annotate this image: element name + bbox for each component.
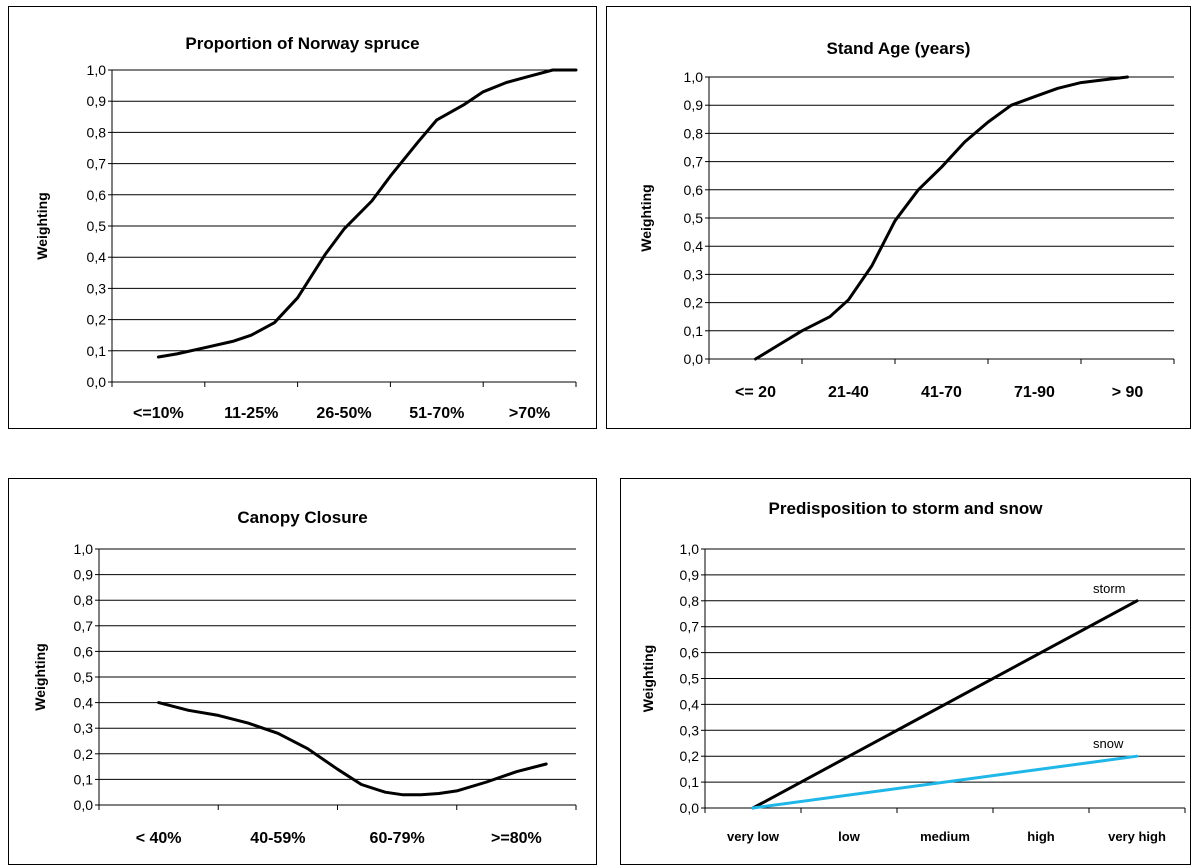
chart-panel-canopy-closure: Canopy Closure 0,0 0,1 0,2 0,3 0,4 0,5 0,6 0,7 0,… [8, 478, 597, 865]
chart-panel-stand-age: Stand Age (years) 0,0 0,1 0,2 0,3 0,4 0,5 0,6 0,… [606, 6, 1191, 429]
y-tick-label: 0,9 [74, 567, 94, 583]
y-tick-label: 0,4 [680, 696, 700, 712]
x-tick-label-71-90: 71-90 [1014, 384, 1055, 401]
y-tick-label: 0,1 [680, 774, 700, 790]
x-tick-label-high: high [1027, 829, 1054, 844]
y-tick-label: 0,8 [74, 592, 94, 608]
chart-panel-norway-spruce: Proportion of Norway spruce 0,0 0,1 0,2 0,3 0… [8, 6, 597, 429]
x-tick-label-very-low: very low [727, 829, 780, 844]
y-tick-label: 0,3 [684, 266, 704, 282]
y-tick-label: 0,9 [87, 93, 107, 109]
y-tick-label: 0,1 [74, 771, 94, 787]
x-tick-label-26-50: 26-50% [316, 405, 371, 422]
x-tick-label-51-70: 51-70% [409, 405, 464, 422]
y-tick-label: 0,7 [684, 154, 704, 170]
y-tick-label: 0,5 [684, 210, 704, 226]
chart-svg: Canopy Closure 0,0 0,1 0,2 0,3 0,4 0,5 0,6 0,7 0,… [32, 508, 577, 847]
chart-title: Canopy Closure [237, 508, 367, 527]
x-tick-label-20: <= 20 [735, 384, 776, 401]
chart-title: Proportion of Norway spruce [185, 34, 419, 53]
y-tick-label: 0,7 [87, 156, 107, 172]
chart-svg: Stand Age (years) 0,0 0,1 0,2 0,3 0,4 0,5 0,6 0,… [638, 39, 1175, 401]
x-tick-label-very-high: very high [1108, 829, 1166, 844]
chart-svg: Proportion of Norway spruce 0,0 0,1 0,2 0,3 0… [34, 34, 578, 422]
y-axis-title: Weighting [638, 184, 654, 251]
series-line [754, 75, 1129, 361]
y-tick-label: 0,7 [74, 618, 94, 634]
y-tick-label: 0,0 [680, 800, 700, 816]
y-tick-label: 1,0 [684, 69, 704, 85]
y-tick-label: 0,6 [87, 187, 107, 203]
x-tick-label-low: low [838, 829, 861, 844]
y-tick-label: 0,2 [680, 748, 700, 764]
y-tick-label: 0,6 [684, 182, 704, 198]
x-tick-label-60-79: 60-79% [370, 830, 425, 847]
series-line-storm [751, 599, 1139, 810]
y-tick-label: 0,4 [87, 249, 107, 265]
y-tick-label: 0,5 [680, 671, 700, 687]
chart-title: Stand Age (years) [827, 39, 971, 58]
series-line-snow [751, 754, 1139, 810]
y-tick-label: 1,0 [680, 541, 700, 557]
y-tick-label: 0,0 [74, 797, 94, 813]
y-tick-label: 0,8 [87, 124, 107, 140]
y-tick-label: 0,0 [87, 374, 107, 390]
y-tick-label: 0,5 [74, 669, 94, 685]
chart-panel-storm-snow: Predisposition to storm and snow 0,0 0,1 0,… [620, 478, 1191, 865]
y-tick-label: 0,1 [684, 323, 704, 339]
y-tick-label: 0,0 [684, 351, 704, 367]
y-tick-label: 0,2 [87, 312, 107, 328]
chart-title: Predisposition to storm and snow [769, 499, 1044, 518]
y-axis-title: Weighting [640, 645, 656, 712]
y-tick-label: 0,7 [680, 619, 700, 635]
series-line [157, 701, 548, 797]
y-tick-label: 1,0 [87, 62, 107, 78]
y-tick-label: 0,3 [74, 720, 94, 736]
y-tick-label: 0,8 [680, 593, 700, 609]
y-axis-title: Weighting [34, 192, 50, 259]
x-tick-label-40-59: 40-59% [250, 830, 305, 847]
y-tick-label: 0,6 [74, 643, 94, 659]
x-tick-label-21-40: 21-40 [828, 384, 869, 401]
chart-svg: Predisposition to storm and snow 0,0 0,1 0,… [640, 499, 1186, 844]
y-tick-label: 0,9 [680, 567, 700, 583]
x-tick-label-41-70: 41-70 [921, 384, 962, 401]
y-axis-title: Weighting [32, 643, 48, 710]
x-tick-label-40: < 40% [136, 830, 182, 847]
y-tick-label: 0,2 [74, 746, 94, 762]
y-tick-label: 0,3 [680, 722, 700, 738]
y-tick-label: 0,5 [87, 218, 107, 234]
x-tick-label-90: > 90 [1112, 384, 1144, 401]
series-label-storm: storm [1093, 581, 1126, 596]
x-tick-label-medium: medium [920, 829, 970, 844]
x-tick-label-80: >=80% [491, 830, 542, 847]
y-tick-label: 0,9 [684, 97, 704, 113]
y-tick-label: 0,6 [680, 645, 700, 661]
series-line [156, 68, 578, 359]
y-tick-label: 0,4 [74, 695, 94, 711]
series-label-snow: snow [1093, 736, 1124, 751]
y-tick-label: 0,2 [684, 295, 704, 311]
y-tick-label: 0,1 [87, 343, 107, 359]
y-tick-label: 0,4 [684, 238, 704, 254]
y-tick-label: 0,8 [684, 125, 704, 141]
y-tick-label: 0,3 [87, 280, 107, 296]
y-tick-label: 1,0 [74, 541, 94, 557]
x-tick-label-70: >70% [509, 405, 550, 422]
x-tick-label-11-25: 11-25% [224, 405, 278, 422]
x-tick-label-10: <=10% [133, 405, 184, 422]
